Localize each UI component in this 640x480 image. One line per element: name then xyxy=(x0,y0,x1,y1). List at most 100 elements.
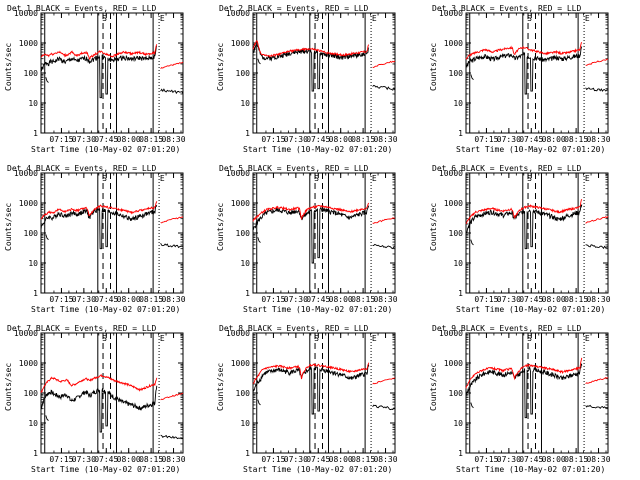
plot-frame xyxy=(465,172,609,294)
panel-3: Det 3 BLACK = Events, RED = LLD 1 10 100 100… xyxy=(429,4,611,154)
y-axis-label: Counts/sec xyxy=(216,203,225,251)
x-axis-label: Start Time (10-May-02 07:01:20) xyxy=(243,145,392,154)
y-tick-label: 100 xyxy=(24,69,39,78)
lld-post-segment xyxy=(372,217,396,224)
x-tick-label: 08:00 xyxy=(329,135,353,144)
saa-marker-s: S xyxy=(102,334,107,343)
lld-series-line xyxy=(252,362,370,385)
plot-frame xyxy=(252,172,396,294)
saa-marker-s: S xyxy=(102,174,107,183)
y-tick-label: 1000 xyxy=(444,359,463,368)
saa-marker-e: E xyxy=(372,14,377,23)
panel-title: Det 4 BLACK = Events, RED = LLD xyxy=(7,164,156,173)
x-tick-label: 07:45 xyxy=(519,455,543,464)
x-tick-label: 07:15 xyxy=(474,455,498,464)
y-tick-label: 1 xyxy=(245,129,250,138)
y-tick-label: 1000 xyxy=(19,359,38,368)
y-axis-label: Counts/sec xyxy=(4,363,13,411)
x-tick-label: 07:15 xyxy=(49,135,73,144)
x-tick-label: 08:30 xyxy=(373,455,397,464)
x-tick-label: 08:15 xyxy=(351,295,375,304)
x-tick-label: 08:30 xyxy=(586,135,610,144)
x-tick-label: 08:15 xyxy=(351,455,375,464)
panel-title: Det 3 BLACK = Events, RED = LLD xyxy=(432,4,581,13)
y-tick-label: 1000 xyxy=(444,39,463,48)
x-tick-label: 07:15 xyxy=(261,295,285,304)
saa-marker-e: E xyxy=(585,14,590,23)
x-axis-label: Start Time (10-May-02 07:01:20) xyxy=(31,145,180,154)
x-tick-label: 07:30 xyxy=(72,455,96,464)
saa-marker-e: E xyxy=(372,334,377,343)
panel-title: Det 5 BLACK = Events, RED = LLD xyxy=(219,164,368,173)
x-tick-label: 08:00 xyxy=(117,135,141,144)
y-tick-label: 10 xyxy=(453,259,463,268)
y-tick-label: 1000 xyxy=(231,359,250,368)
panel-1: Det 1 BLACK = Events, RED = LLD 1 10 100 100… xyxy=(4,4,186,154)
plot-frame xyxy=(465,332,609,454)
saa-marker-s: S xyxy=(527,14,532,23)
saa-marker-s: S xyxy=(102,14,107,23)
panel-4: Det 4 BLACK = Events, RED = LLD 1 10 100 100… xyxy=(4,164,186,314)
lld-series-line xyxy=(40,201,158,220)
saa-marker-s: S xyxy=(314,334,319,343)
events-series-line xyxy=(465,204,583,250)
panel-9: Det 9 BLACK = Events, RED = LLD 1 10 100 100… xyxy=(429,324,611,474)
events-post-segment xyxy=(585,87,609,92)
lld-post-segment xyxy=(585,216,609,224)
panel-5: Det 5 BLACK = Events, RED = LLD 1 10 100 100… xyxy=(216,164,398,314)
panel-8: Det 8 BLACK = Events, RED = LLD 1 10 100 100… xyxy=(216,324,398,474)
y-tick-label: 100 xyxy=(24,229,39,238)
y-tick-label: 1000 xyxy=(19,39,38,48)
saa-marker-e: E xyxy=(585,174,590,183)
y-tick-label: 10000 xyxy=(14,169,38,178)
events-early-segment xyxy=(470,239,474,246)
x-tick-label: 08:15 xyxy=(564,135,588,144)
y-tick-label: 100 xyxy=(449,389,464,398)
x-axis-label: Start Time (10-May-02 07:01:20) xyxy=(243,305,392,314)
y-axis-label: Counts/sec xyxy=(429,203,438,251)
events-post-segment xyxy=(160,88,184,95)
x-tick-label: 07:45 xyxy=(94,135,118,144)
y-tick-label: 1 xyxy=(245,449,250,458)
x-tick-label: 08:00 xyxy=(542,455,566,464)
y-axis-label: Counts/sec xyxy=(216,363,225,411)
panel-title: Det 9 BLACK = Events, RED = LLD xyxy=(432,324,581,333)
events-post-segment xyxy=(372,243,396,250)
x-axis-label: Start Time (10-May-02 07:01:20) xyxy=(243,465,392,474)
lld-series-line xyxy=(465,198,583,225)
y-tick-label: 10000 xyxy=(439,169,463,178)
events-early-segment xyxy=(45,77,49,83)
x-tick-label: 07:30 xyxy=(497,135,521,144)
x-tick-label: 07:45 xyxy=(306,295,330,304)
y-tick-label: 1000 xyxy=(444,199,463,208)
x-tick-label: 07:15 xyxy=(49,455,73,464)
events-early-segment xyxy=(470,74,474,80)
panel-6: Det 6 BLACK = Events, RED = LLD 1 10 100 100… xyxy=(429,164,611,314)
events-early-segment xyxy=(45,234,49,240)
x-axis-label: Start Time (10-May-02 07:01:20) xyxy=(456,145,605,154)
events-early-segment xyxy=(257,58,261,65)
y-tick-label: 1000 xyxy=(231,199,250,208)
y-axis-label: Counts/sec xyxy=(216,43,225,91)
y-axis-label: Counts/sec xyxy=(429,363,438,411)
saa-marker-e: E xyxy=(585,334,590,343)
plot-frame xyxy=(40,12,184,134)
panel-title: Det 2 BLACK = Events, RED = LLD xyxy=(219,4,368,13)
x-tick-label: 07:45 xyxy=(306,135,330,144)
x-axis-label: Start Time (10-May-02 07:01:20) xyxy=(456,465,605,474)
y-tick-label: 10000 xyxy=(439,9,463,18)
lld-post-segment xyxy=(160,392,184,401)
panel-2: Det 2 BLACK = Events, RED = LLD 1 10 100 100… xyxy=(216,4,398,154)
y-tick-label: 10 xyxy=(28,99,38,108)
x-tick-label: 07:30 xyxy=(497,455,521,464)
x-tick-label: 07:15 xyxy=(261,455,285,464)
y-tick-label: 100 xyxy=(236,69,251,78)
lld-post-segment xyxy=(372,377,396,385)
lld-series-line xyxy=(252,40,370,58)
y-tick-label: 10 xyxy=(453,419,463,428)
events-series-line xyxy=(253,43,369,92)
saa-marker-s: S xyxy=(527,174,532,183)
y-tick-label: 10000 xyxy=(226,9,250,18)
x-tick-label: 07:45 xyxy=(306,455,330,464)
